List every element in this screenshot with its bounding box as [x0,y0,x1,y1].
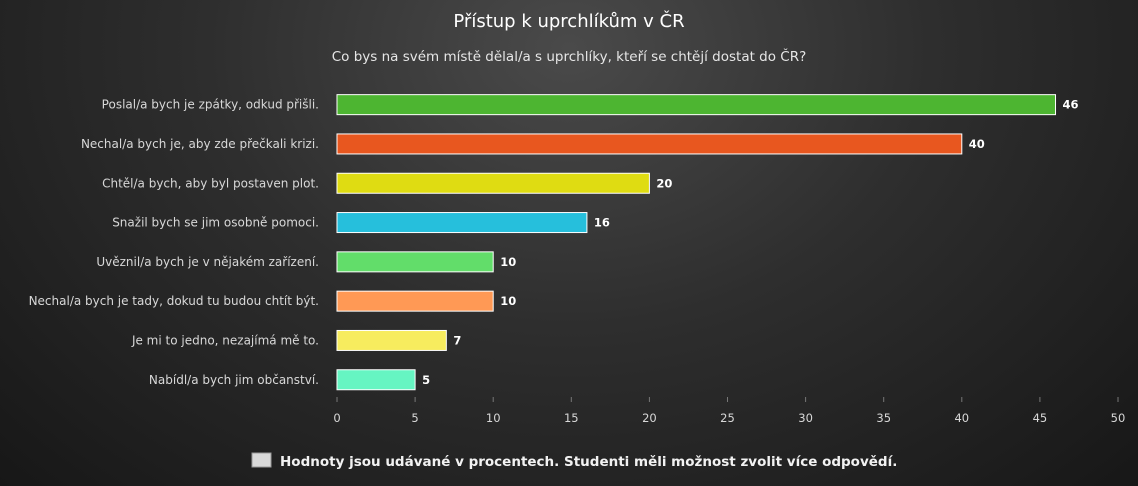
data-label: 10 [500,294,516,308]
x-tick-label: 25 [720,411,735,425]
category-label: Nabídl/a bych jim občanství. [149,373,319,387]
x-tick-label: 40 [954,411,969,425]
bar[interactable] [336,329,447,351]
data-label: 7 [453,333,461,347]
x-tick-label: 20 [642,411,657,425]
x-tick-label: 50 [1111,411,1126,425]
x-tick-label: 30 [798,411,813,425]
category-label: Uvěznil/a bych je v nějakém zařízení. [96,255,319,269]
data-label: 40 [969,137,985,151]
bar[interactable] [336,369,416,391]
x-tick-label: 35 [876,411,891,425]
bar[interactable] [336,133,963,155]
legend[interactable]: Hodnoty jsou udávané v procentech. Stude… [251,452,897,470]
category-label: Chtěl/a bych, aby byl postaven plot. [102,176,319,190]
bar[interactable] [336,212,588,234]
data-label: 46 [1063,98,1079,112]
x-tick-label: 15 [564,411,579,425]
legend-label[interactable]: Hodnoty jsou udávané v procentech. Stude… [280,454,897,470]
bar[interactable] [336,172,650,194]
category-label: Nechal/a bych je, aby zde přečkali krizi… [81,137,319,151]
chart-subtitle: Co bys na svém místě dělal/a s uprchlíky… [332,47,807,65]
data-label: 16 [594,216,610,230]
data-label: 5 [422,373,430,387]
bar[interactable] [336,251,494,273]
x-axis: 0 5 10 15 20 25 30 35 40 45 50 [333,397,1125,425]
data-label: 10 [500,255,516,269]
category-label: Je mi to jedno, nezajímá mě to. [131,333,319,347]
category-label: Poslal/a bych je zpátky, odkud přišli. [102,98,319,112]
x-tick-label: 5 [411,411,418,425]
chart-title: Přístup k uprchlíkům v ČR [453,10,684,32]
x-tick-label: 10 [486,411,501,425]
bar[interactable] [336,94,1057,116]
category-label: Snažil bych se jim osobně pomoci. [112,216,319,230]
data-label: 20 [656,176,672,190]
bars-group: Poslal/a bych je zpátky, odkud přišli. 46… [29,94,1079,391]
legend-swatch[interactable] [251,452,272,468]
x-tick-label: 45 [1033,411,1048,425]
category-label: Nechal/a bych je tady, dokud tu budou ch… [29,294,319,308]
bar[interactable] [336,290,494,312]
x-tick-label: 0 [333,411,340,425]
